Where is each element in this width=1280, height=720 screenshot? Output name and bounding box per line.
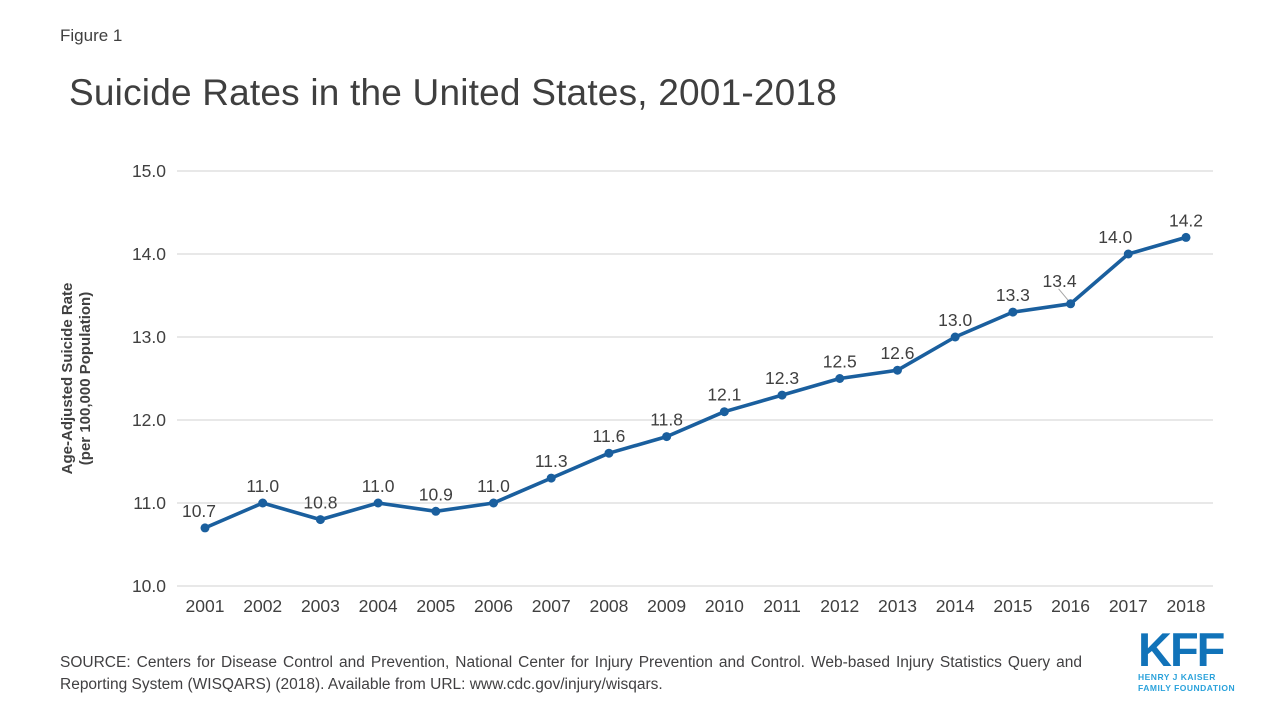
data-point	[777, 390, 787, 400]
x-tick-label: 2004	[359, 596, 398, 616]
data-point	[489, 498, 499, 508]
x-tick-label: 2013	[878, 596, 917, 616]
kff-tagline-line1: HENRY J KAISER	[1138, 672, 1216, 682]
data-point	[835, 374, 845, 383]
source-line-2: Reporting System (WISQARS) (2018). Avail…	[60, 676, 663, 693]
data-point	[1123, 249, 1133, 259]
data-label: 10.8	[303, 493, 337, 513]
kff-logo-tagline: HENRY J KAISER FAMILY FOUNDATION	[1138, 672, 1236, 694]
data-point	[950, 332, 960, 342]
page-title: Suicide Rates in the United States, 2001…	[69, 72, 837, 113]
x-tick-label: 2001	[186, 596, 225, 616]
x-tick-label: 2018	[1167, 596, 1206, 616]
data-point	[892, 365, 902, 375]
data-label: 13.4	[1043, 271, 1077, 291]
x-tick-label: 2017	[1109, 596, 1148, 616]
x-tick-label: 2002	[243, 596, 282, 616]
label-leader-line	[1058, 288, 1069, 302]
x-tick-label: 2014	[936, 596, 975, 616]
data-label: 11.3	[535, 451, 568, 471]
y-tick-label: 11.0	[133, 493, 166, 513]
x-tick-label: 2010	[705, 596, 744, 616]
data-label: 10.9	[419, 484, 453, 504]
data-label: 12.5	[823, 352, 857, 372]
data-label: 11.0	[477, 476, 510, 496]
data-label: 13.0	[938, 310, 972, 330]
data-point	[200, 523, 210, 533]
x-tick-label: 2009	[647, 596, 686, 616]
data-point	[662, 432, 672, 442]
figure-label: Figure 1	[60, 26, 123, 45]
y-tick-label: 10.0	[132, 576, 166, 596]
x-tick-label: 2005	[416, 596, 455, 616]
data-point	[1066, 299, 1076, 309]
data-point	[1008, 307, 1018, 317]
x-tick-label: 2006	[474, 596, 513, 616]
y-axis-title: Age-Adjusted Suicide Rate	[59, 283, 76, 475]
y-axis-title: (per 100,000 Population)	[77, 292, 94, 465]
data-label: 11.8	[650, 410, 683, 430]
data-label: 12.6	[880, 343, 914, 363]
source-note: SOURCE: Centers for Disease Control and …	[60, 652, 1082, 696]
y-tick-label: 12.0	[132, 410, 166, 430]
data-label: 12.3	[765, 368, 799, 388]
x-tick-label: 2011	[763, 596, 801, 616]
series-line	[203, 235, 1188, 530]
kff-logo: KFF HENRY J KAISER FAMILY FOUNDATION	[1138, 623, 1236, 694]
data-point	[258, 498, 268, 508]
kff-tagline-line2: FAMILY FOUNDATION	[1138, 683, 1236, 693]
data-point	[1181, 232, 1191, 242]
x-tick-label: 2016	[1051, 596, 1090, 616]
data-point	[315, 515, 325, 525]
y-tick-label: 13.0	[132, 327, 166, 347]
x-tick-label: 2003	[301, 596, 340, 616]
y-tick-label: 15.0	[132, 161, 166, 181]
data-label: 10.7	[182, 501, 216, 521]
line-chart: 10.0 11.0 12.0 13.0 14.0 15.0 Age-Adjusted Sui…	[59, 161, 1213, 616]
data-point	[604, 448, 614, 458]
data-label: 11.0	[246, 476, 279, 496]
data-point	[431, 506, 441, 516]
data-point	[373, 498, 383, 508]
data-label: 11.6	[593, 426, 626, 446]
data-label: 14.0	[1098, 227, 1132, 247]
data-point	[719, 407, 729, 417]
kff-logo-text: KFF	[1138, 623, 1225, 676]
data-point	[546, 473, 556, 483]
y-tick-label: 14.0	[132, 244, 166, 264]
data-label: 12.1	[707, 385, 741, 405]
x-tick-label: 2008	[589, 596, 628, 616]
x-tick-label: 2015	[993, 596, 1032, 616]
data-label: 14.2	[1169, 210, 1203, 230]
data-label: 13.3	[996, 285, 1030, 305]
source-line-1: SOURCE: Centers for Disease Control and …	[60, 654, 1082, 671]
data-label: 11.0	[362, 476, 395, 496]
x-tick-label: 2012	[820, 596, 859, 616]
x-tick-label: 2007	[532, 596, 571, 616]
